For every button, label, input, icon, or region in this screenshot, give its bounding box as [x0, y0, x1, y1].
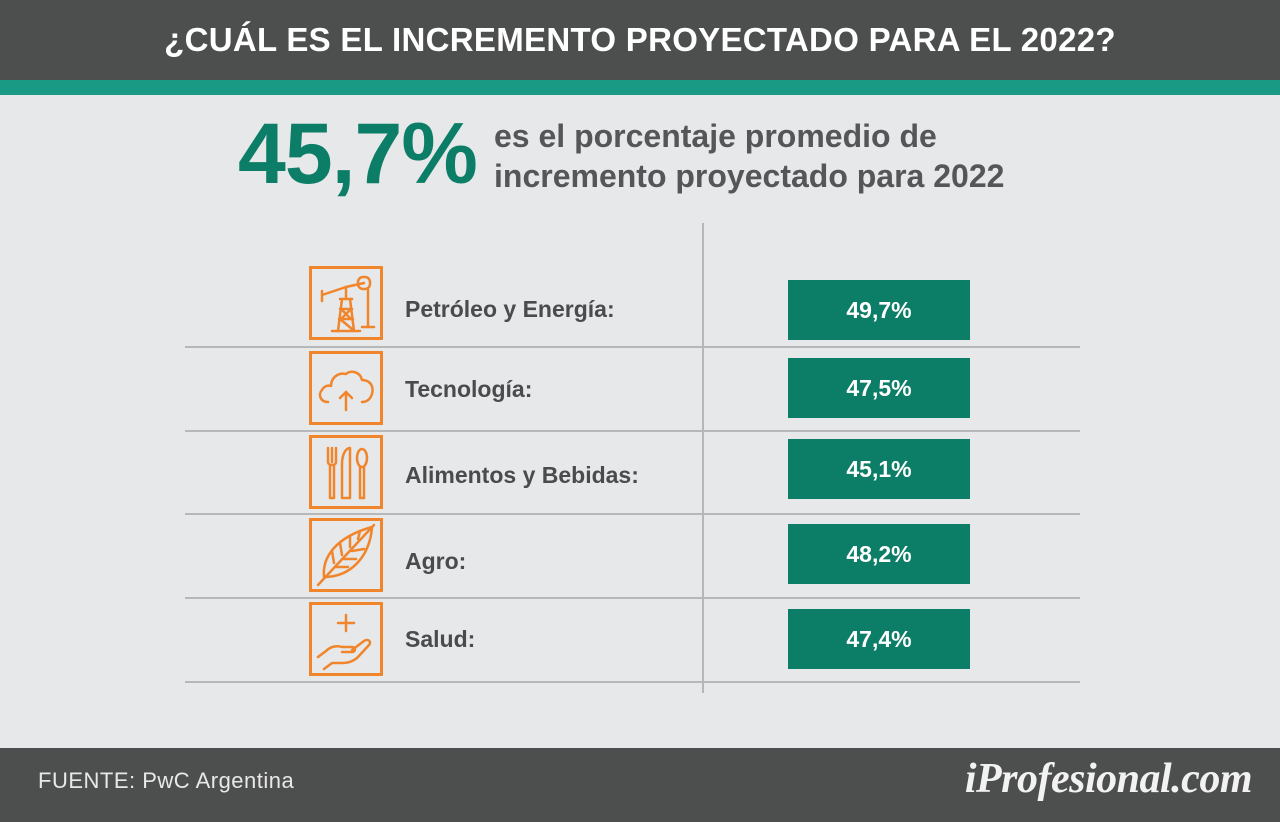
row-divider: [185, 513, 1080, 515]
row-divider: [185, 346, 1080, 348]
headline-description-line1: es el porcentaje promedio de: [494, 118, 937, 154]
vertical-divider: [702, 223, 704, 693]
headline-percentage: 45,7%: [238, 106, 478, 202]
brand-logo: iProfesional.com: [964, 756, 1253, 802]
row-label-alimentos: Alimentos y Bebidas:: [405, 462, 639, 488]
headline-description-line2: incremento proyectado para 2022: [494, 158, 1005, 194]
cutlery-icon: [309, 435, 383, 509]
row-value-petroleo: 49,7%: [788, 280, 970, 340]
accent-strip: [0, 80, 1280, 95]
row-value-tecnologia: 47,5%: [788, 358, 970, 418]
row-label-salud: Salud:: [405, 626, 476, 652]
source-note: FUENTE: PwC Argentina: [38, 768, 295, 793]
headline-description: es el porcentaje promedio de incremento …: [494, 116, 1094, 196]
page-title: ¿CUÁL ES EL INCREMENTO PROYECTADO PARA E…: [164, 21, 1116, 58]
row-value-alimentos: 45,1%: [788, 439, 970, 499]
row-label-agro: Agro:: [405, 548, 467, 574]
oil-pump-icon: [309, 266, 383, 340]
row-value-agro: 48,2%: [788, 524, 970, 584]
row-divider: [185, 430, 1080, 432]
cloud-upload-icon: [309, 351, 383, 425]
row-divider: [185, 597, 1080, 599]
row-value-salud: 47,4%: [788, 609, 970, 669]
row-label-petroleo: Petróleo y Energía:: [405, 296, 615, 322]
row-divider: [185, 681, 1080, 683]
health-hand-icon: [309, 602, 383, 676]
leaf-icon: [309, 518, 383, 592]
row-label-tecnologia: Tecnología:: [405, 376, 533, 402]
footer-bar: [0, 748, 1280, 822]
header-bar: ¿CUÁL ES EL INCREMENTO PROYECTADO PARA E…: [0, 0, 1280, 80]
